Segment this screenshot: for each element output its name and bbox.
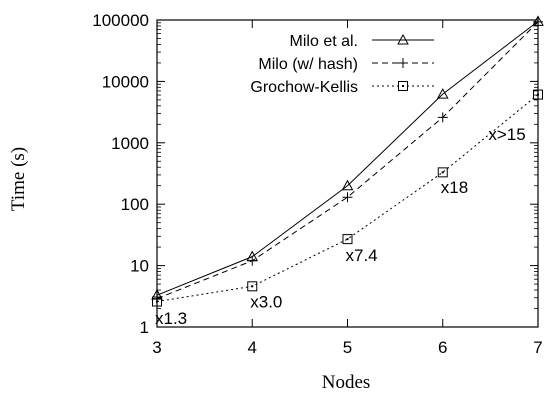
plus-marker [437,112,448,123]
y-tick-label: 10 [130,257,149,276]
square-marker-dot [251,285,254,288]
square-marker [247,281,258,292]
chart-annotations: x1.3 x3.0 x7.4 x18 x>15 [155,125,526,328]
x-tick-label: 7 [533,338,542,357]
x-tick-label: 5 [343,338,352,357]
y-tick-label: 1000 [111,134,149,153]
square-marker-dot [156,300,158,303]
legend-label: Grochow-Kellis [250,79,358,96]
speedup-annotation: x18 [441,178,468,197]
y-tick-label: 1 [140,318,149,337]
triangle-marker [436,88,449,99]
series-milo-w-hash [152,16,543,304]
series-line [156,20,539,296]
x-axis-title: Nodes [322,372,371,393]
square-marker-dot [441,171,444,174]
plus-marker [342,192,353,203]
square-marker [437,167,448,178]
y-axis-title: Time (s) [8,147,29,211]
y-tick-label: 100000 [92,11,149,30]
x-tick-label: 3 [152,338,161,357]
speedup-annotation: x7.4 [346,246,378,265]
legend-label: Milo (w/ hash) [258,56,358,73]
speedup-annotation: x>15 [488,125,525,144]
chart-series [151,15,544,307]
x-tick-label: 4 [248,338,257,357]
chart-ticks: 3 4 5 6 7 1 10 100 1000 10000 100000 [92,11,542,357]
series-line [156,94,539,303]
triangle-marker [341,179,354,191]
plus-marker [533,16,543,27]
x-tick-label: 6 [438,338,447,357]
square-marker-dot [402,85,404,87]
legend-label: Milo et al. [290,33,358,50]
square-marker-dot [537,93,539,96]
chart-legend: Milo et al. Milo (w/ hash) Grochow-Kellis [250,33,434,96]
square-marker [398,81,408,91]
speedup-annotation: x1.3 [155,309,187,328]
square-marker [533,89,543,100]
series-grochow-kellis [152,89,543,307]
square-marker [152,296,162,307]
y-tick-label: 10000 [102,72,149,91]
square-marker [342,234,353,245]
plus-marker [398,58,408,68]
triangle-marker [397,33,409,45]
y-tick-label: 100 [121,195,149,214]
plus-marker [247,255,258,266]
speedup-annotation: x3.0 [250,293,282,312]
square-marker-dot [346,238,349,241]
